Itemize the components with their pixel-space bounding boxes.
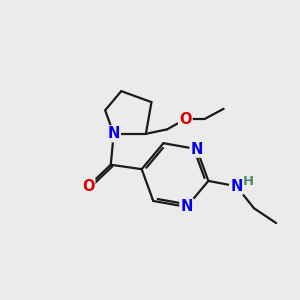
Text: N: N: [190, 142, 203, 157]
Text: O: O: [82, 179, 94, 194]
Text: N: N: [107, 126, 120, 141]
Text: H: H: [243, 175, 254, 188]
Text: N: N: [230, 179, 242, 194]
Text: O: O: [179, 112, 192, 127]
Text: N: N: [180, 199, 193, 214]
